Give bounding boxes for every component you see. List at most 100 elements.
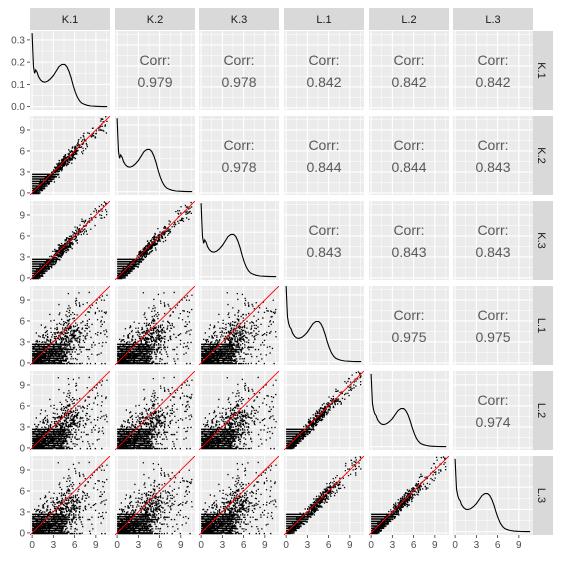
panel-L.3-L.1: [284, 456, 364, 535]
panel-background: [453, 201, 533, 280]
x-tick-label: 6: [495, 540, 501, 551]
x-tick-label: 6: [72, 540, 78, 551]
panel-L.1-K.1: [30, 286, 110, 365]
column-strip-label: L.2: [401, 14, 416, 26]
panel-L.2-K.3: [199, 371, 279, 450]
panel-K.3-L.3: Corr: 0.843: [453, 201, 533, 280]
panel-background: [284, 116, 364, 195]
correlation-value: 0.843: [306, 244, 341, 260]
panel-background: [199, 201, 279, 280]
correlation-value: 0.975: [475, 329, 510, 345]
reference-line: [199, 286, 279, 365]
scatter-points: [32, 376, 108, 450]
reference-line: [369, 456, 449, 535]
correlation-value: 0.843: [475, 244, 510, 260]
x-tick-label: 3: [220, 540, 226, 551]
panel-L.1-L.2: Corr: 0.975: [369, 286, 449, 365]
panel-background: [30, 31, 110, 110]
scatter-points: [201, 376, 277, 450]
x-tick-label: 0: [452, 540, 458, 551]
y-tick-label: 3: [19, 422, 25, 433]
panel-background: [369, 371, 449, 450]
density-curve: [370, 373, 447, 448]
scatter-points: [32, 461, 108, 535]
panel-K.3-K.2: [115, 201, 195, 280]
correlation-label: Corr:: [477, 137, 508, 153]
panel-L.2-L.1: [284, 371, 364, 450]
column-strip-label: L.1: [316, 14, 331, 26]
scatter-points: [201, 461, 277, 535]
y-tick-label: 6: [19, 146, 25, 157]
correlation-value: 0.975: [391, 329, 426, 345]
x-tick-label: 0: [114, 540, 120, 551]
panel-K.1-K.3: Corr: 0.978: [199, 31, 279, 110]
panel-L.2-L.3: Corr: 0.974: [453, 371, 533, 450]
row-strip-label: L.2: [535, 403, 547, 418]
row-strip-label: L.1: [535, 318, 547, 333]
column-strip-label: K.3: [231, 14, 248, 26]
panel-K.2-L.3: Corr: 0.843: [453, 116, 533, 195]
x-tick-label: 9: [178, 540, 184, 551]
y-tick-label: 6: [19, 231, 25, 242]
panel-L.1-L.3: Corr: 0.975: [453, 286, 533, 365]
column-strip-k-2: [115, 8, 195, 30]
panel-background: [453, 31, 533, 110]
x-tick-label: 0: [283, 540, 289, 551]
x-tick-label: 9: [262, 540, 268, 551]
correlation-label: Corr:: [393, 222, 424, 238]
x-tick-label: 3: [390, 540, 396, 551]
reference-line: [284, 371, 364, 450]
correlation-label: Corr:: [223, 52, 254, 68]
y-tick-label: 9: [19, 465, 25, 476]
x-tick-label: 3: [51, 540, 57, 551]
density-curve: [200, 203, 277, 278]
x-tick-label: 0: [198, 540, 204, 551]
panel-background: [369, 286, 449, 365]
panel-background: [369, 116, 449, 195]
density-curve: [285, 286, 362, 363]
x-tick-label: 6: [411, 540, 417, 551]
reference-line: [199, 371, 279, 450]
x-axis-L.1: 0 3 6 9: [283, 535, 353, 551]
column-strip-k-3: [199, 8, 279, 30]
y-axis-K.3: 0 3 6 9: [19, 210, 30, 284]
panel-L.3-L.2: [369, 456, 449, 535]
y-tick-label: 0: [19, 528, 25, 539]
panel-K.3-L.1: Corr: 0.843: [284, 201, 364, 280]
x-tick-label: 9: [432, 540, 438, 551]
column-strip-k-1: [30, 8, 110, 30]
y-axis-L.2: 0 3 6 9: [19, 380, 30, 454]
panel-L.3-K.2: [115, 456, 195, 535]
correlation-label: Corr:: [139, 52, 170, 68]
reference-line: [30, 456, 110, 535]
panel-background: [453, 371, 533, 450]
panel-background: [453, 456, 533, 535]
correlation-value: 0.974: [475, 414, 510, 430]
correlation-label: Corr:: [223, 137, 254, 153]
x-tick-label: 3: [136, 540, 142, 551]
x-tick-label: 9: [347, 540, 353, 551]
x-tick-label: 0: [29, 540, 35, 551]
column-strip-label: K.1: [62, 14, 79, 26]
panel-background: [453, 116, 533, 195]
panel-background: [369, 201, 449, 280]
correlation-label: Corr:: [477, 222, 508, 238]
y-axis-K.2: 0 3 6 9: [19, 125, 30, 199]
panel-L.1-L.1: [284, 286, 364, 365]
correlation-label: Corr:: [393, 137, 424, 153]
x-axis-K.1: 0 3 6 9: [29, 535, 99, 551]
y-tick-label: 0.2: [11, 58, 25, 69]
scatter-points: [32, 291, 108, 365]
column-strip-label: K.2: [147, 14, 164, 26]
y-tick-label: 6: [19, 486, 25, 497]
correlation-value: 0.978: [221, 159, 256, 175]
x-tick-label: 6: [326, 540, 332, 551]
panel-background: [115, 31, 195, 110]
column-strip-label: L.3: [485, 14, 500, 26]
y-tick-label: 3: [19, 337, 25, 348]
y-tick-label: 0.0: [11, 102, 25, 113]
correlation-value: 0.979: [137, 74, 172, 90]
row-strip-label: K.1: [535, 62, 547, 79]
scatter-points: [201, 292, 277, 365]
